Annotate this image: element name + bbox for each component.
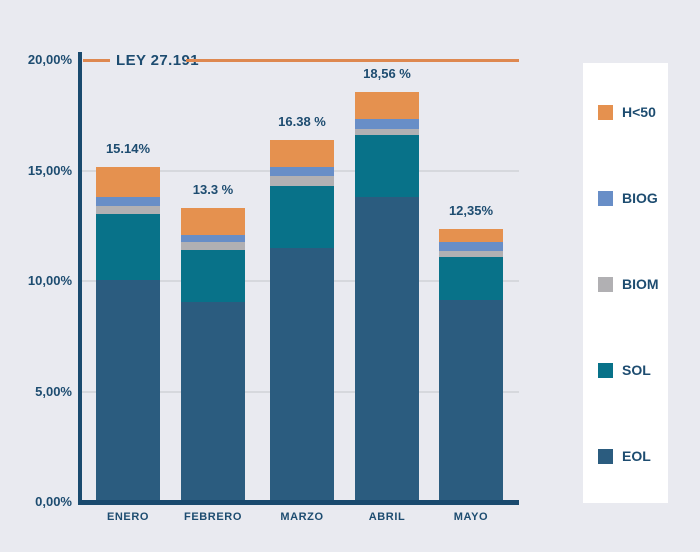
legend-label-biog: BIOG [622,190,658,206]
bar-febrero-segment-biom [181,242,245,250]
legend-item-biog: BIOG [598,190,658,206]
bar-mayo-segment-biom [439,250,503,258]
total-label-enero: 15.14% [105,141,151,157]
legend-swatch-eol [598,448,613,464]
x-label-enero: ENERO [106,511,150,523]
x-label-marzo: MARZO [280,511,324,523]
legend-swatch-sol [598,362,613,378]
y-tick-label-20: 20,00% [27,52,72,67]
total-label-febrero: 13.3 % [192,182,234,198]
bar-febrero-segment-eol [181,301,245,502]
bar-enero-segment-biog [96,197,160,206]
bar-mayo-segment-eol [439,299,503,502]
bar-abril-segment-biog [355,118,419,130]
x-label-mayo: MAYO [453,511,489,523]
bar-enero-segment-h-50 [96,167,160,198]
bar-marzo-segment-biog [270,167,334,176]
y-tick-label-0: 0,00% [35,494,72,509]
bar-abril-segment-eol [355,197,419,502]
bar-mayo-segment-h-50 [439,229,503,243]
bar-febrero-segment-biog [181,234,245,243]
total-label-abril: 18,56 % [363,65,411,81]
legend-label-biom: BIOM [622,276,659,292]
reference-line-label: LEY 27.191 [116,52,199,69]
bar-enero-segment-biom [96,205,160,215]
legend-label-sol: SOL [622,362,651,378]
bar-mayo-segment-biog [439,242,503,251]
total-label-mayo: 12,35% [448,203,494,219]
bar-enero-segment-sol [96,214,160,280]
bar-abril-segment-h-50 [355,91,419,119]
bar-marzo-segment-h-50 [270,140,334,168]
legend-item-h-50: H<50 [598,104,656,120]
bar-marzo-segment-eol [270,247,334,502]
bar-marzo-segment-biom [270,175,334,186]
bar-febrero-segment-sol [181,249,245,302]
legend-item-biom: BIOM [598,276,659,292]
bar-mayo-segment-sol [439,257,503,300]
y-tick-label-15: 15,00% [27,162,72,178]
x-axis-line [78,500,519,505]
y-tick-label-5: 5,00% [35,383,72,399]
legend: H<50 BIOG BIOM SOL EOL [583,63,668,503]
y-axis-line [78,52,82,505]
legend-item-sol: SOL [598,362,651,378]
x-label-febrero: FEBRERO [184,511,242,523]
legend-label-eol: EOL [622,448,651,464]
legend-swatch-h-50 [598,104,613,120]
bar-abril-segment-sol [355,135,419,197]
legend-swatch-biog [598,190,613,206]
bar-febrero-segment-h-50 [181,208,245,235]
legend-swatch-biom [598,276,613,292]
legend-label-h-50: H<50 [622,104,656,120]
bar-abril-segment-biom [355,129,419,136]
x-label-abril: ABRIL [368,511,406,523]
reference-line-left-dash [83,59,110,62]
legend-item-eol: EOL [598,448,651,464]
y-tick-label-10: 10,00% [27,273,72,288]
total-label-marzo: 16.38 % [278,114,326,129]
bar-enero-segment-eol [96,279,160,502]
reference-line [186,59,519,62]
bar-marzo-segment-sol [270,185,334,248]
